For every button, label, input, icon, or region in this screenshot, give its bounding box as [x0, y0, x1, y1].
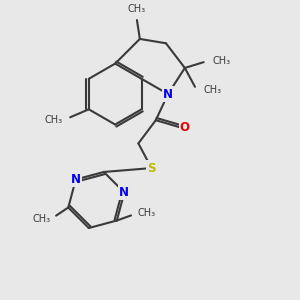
Text: CH₃: CH₃	[212, 56, 230, 66]
Text: N: N	[119, 186, 129, 199]
Text: CH₃: CH₃	[137, 208, 155, 218]
Text: CH₃: CH₃	[128, 4, 146, 14]
Text: CH₃: CH₃	[204, 85, 222, 95]
Text: CH₃: CH₃	[33, 214, 51, 224]
Text: S: S	[147, 162, 156, 175]
Text: CH₃: CH₃	[45, 115, 63, 125]
Text: N: N	[163, 88, 173, 100]
Text: N: N	[71, 173, 81, 186]
Text: O: O	[180, 121, 190, 134]
